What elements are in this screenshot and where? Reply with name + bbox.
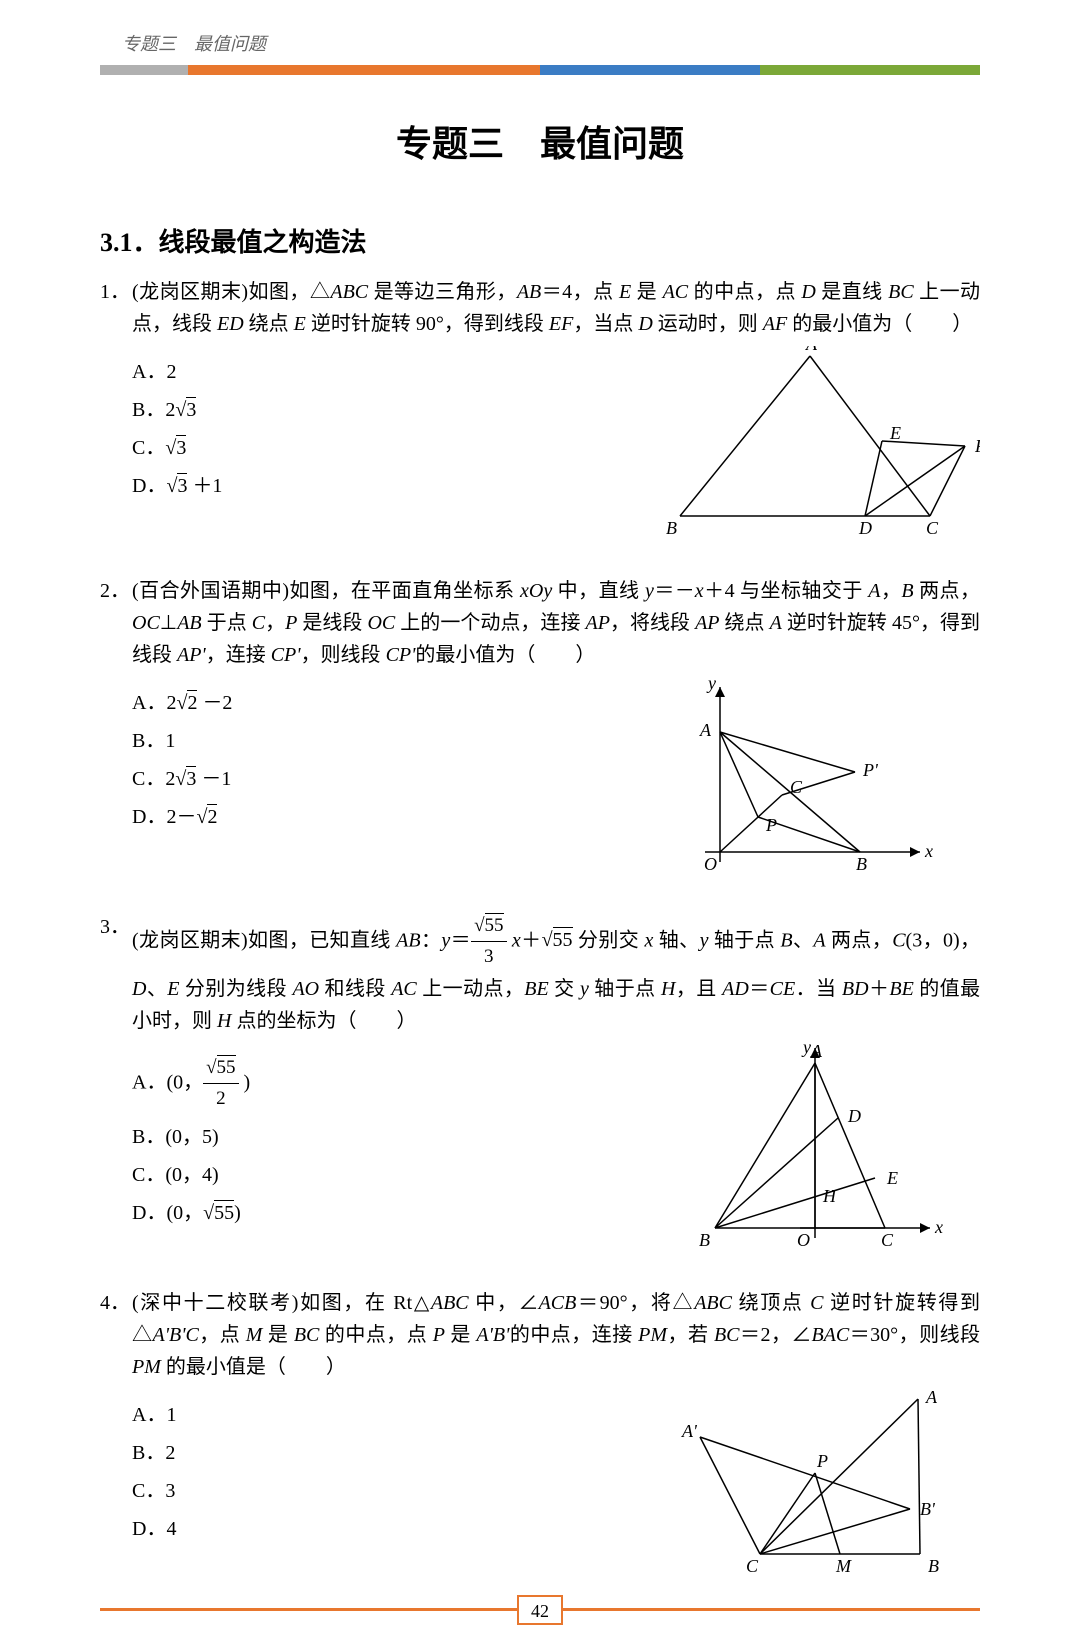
option-A: A．2 — [132, 356, 660, 388]
svg-text:E: E — [886, 1168, 898, 1188]
problem-number: 3． — [100, 911, 132, 1263]
option-D: D．2－√2 — [132, 801, 660, 833]
svg-text:B: B — [699, 1230, 710, 1250]
problem-figure: x y A B CP P' O — [660, 677, 950, 877]
svg-text:x: x — [924, 841, 933, 861]
option-C: C．(0，4) — [132, 1159, 660, 1191]
option-D: D．(0，√55) — [132, 1197, 660, 1229]
option-B: B．(0，5) — [132, 1121, 660, 1153]
svg-text:M: M — [835, 1556, 852, 1574]
option-D: D．4 — [132, 1513, 660, 1545]
problem-figure: x yA B C D E H O — [660, 1043, 950, 1253]
option-B: B．2√3 — [132, 394, 660, 426]
problem-number: 2． — [100, 575, 132, 887]
problem-number: 1． — [100, 276, 132, 551]
option-D: D．√3 ＋1 — [132, 470, 660, 502]
svg-text:C: C — [746, 1556, 759, 1574]
svg-text:A: A — [699, 720, 712, 740]
problem-stem: (百合外国语期中)如图，在平面直角坐标系 xOy 中，直线 y＝－x＋4 与坐标… — [132, 575, 980, 671]
options-list: A．1 B．2 C．3 D．4 — [132, 1393, 660, 1584]
svg-text:C: C — [881, 1230, 894, 1250]
option-B: B．1 — [132, 725, 660, 757]
problem-stem: (龙岗区期末)如图，△ABC 是等边三角形，AB＝4，点 E 是 AC 的中点，… — [132, 276, 980, 340]
svg-text:O: O — [704, 854, 717, 874]
option-A: A．1 — [132, 1399, 660, 1431]
problem-number: 4． — [100, 1287, 132, 1584]
header-color-bar — [100, 65, 980, 75]
svg-text:x: x — [934, 1217, 943, 1237]
problem-1: 1．(龙岗区期末)如图，△ABC 是等边三角形，AB＝4，点 E 是 AC 的中… — [100, 276, 980, 551]
svg-text:D: D — [847, 1106, 861, 1126]
problem-4: 4．(深中十二校联考)如图，在 Rt△ABC 中，∠ACB＝90°，将△ABC … — [100, 1287, 980, 1584]
main-title: 专题三 最值问题 — [100, 115, 980, 173]
svg-text:P: P — [816, 1451, 828, 1471]
svg-text:y: y — [801, 1043, 811, 1057]
problem-stem: (龙岗区期末)如图，已知直线 AB：y＝√553 x＋√55 分别交 x 轴、y… — [132, 911, 980, 1037]
options-list: A．(0，√552 ) B．(0，5) C．(0，4) D．(0，√55) — [132, 1047, 660, 1263]
svg-text:H: H — [822, 1186, 837, 1206]
svg-text:A': A' — [681, 1421, 698, 1441]
option-A: A．2√2 －2 — [132, 687, 660, 719]
svg-text:A: A — [925, 1389, 938, 1407]
problem-stem: (深中十二校联考)如图，在 Rt△ABC 中，∠ACB＝90°，将△ABC 绕顶… — [132, 1287, 980, 1383]
svg-text:E: E — [889, 423, 901, 443]
option-C: C．√3 — [132, 432, 660, 464]
options-list: A．2√2 －2 B．1 C．2√3 －1 D．2－√2 — [132, 681, 660, 887]
options-list: A．2 B．2√3 C．√3 D．√3 ＋1 — [132, 350, 660, 551]
problem-figure: A B C D E F — [660, 346, 980, 541]
page-number: 42 — [517, 1595, 563, 1625]
problem-2: 2．(百合外国语期中)如图，在平面直角坐标系 xOy 中，直线 y＝－x＋4 与… — [100, 575, 980, 887]
svg-text:O: O — [797, 1230, 810, 1250]
svg-text:B: B — [856, 854, 867, 874]
problem-3: 3．(龙岗区期末)如图，已知直线 AB：y＝√553 x＋√55 分别交 x 轴… — [100, 911, 980, 1263]
svg-text:F: F — [974, 436, 980, 456]
option-C: C．2√3 －1 — [132, 763, 660, 795]
svg-text:P': P' — [862, 760, 879, 780]
svg-text:B: B — [928, 1556, 939, 1574]
section-title: 3.1．线段最值之构造法 — [100, 222, 980, 264]
svg-text:P: P — [765, 815, 777, 835]
option-A: A．(0，√552 ) — [132, 1053, 660, 1115]
svg-text:B: B — [666, 518, 677, 538]
svg-text:D: D — [858, 518, 872, 538]
svg-text:B': B' — [920, 1499, 936, 1519]
svg-text:y: y — [706, 677, 716, 693]
option-B: B．2 — [132, 1437, 660, 1469]
svg-text:A: A — [805, 346, 818, 354]
problem-figure: A B C A' B' M P — [660, 1389, 950, 1574]
option-C: C．3 — [132, 1475, 660, 1507]
svg-text:C: C — [790, 777, 803, 797]
svg-text:C: C — [926, 518, 939, 538]
page-header: 专题三 最值问题 — [100, 30, 980, 59]
svg-text:A: A — [810, 1043, 823, 1061]
